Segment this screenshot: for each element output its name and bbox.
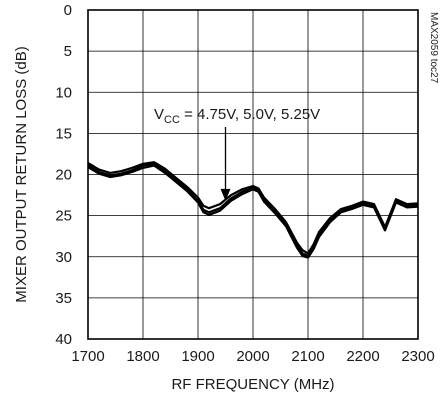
side-label: MAX2059 toc27	[428, 12, 439, 84]
y-tick-label: 15	[55, 125, 72, 142]
x-tick-label: 2200	[346, 348, 379, 365]
vcc-annotation-text: = 4.75V, 5.0V, 5.25V	[180, 106, 320, 123]
y-tick-label: 10	[55, 84, 72, 101]
y-tick-label: 35	[55, 290, 72, 307]
grid-lines	[87, 9, 419, 340]
series-line-1	[87, 161, 419, 255]
y-tick-label: 40	[55, 331, 72, 348]
y-tick-label: 20	[55, 167, 72, 184]
y-tick-label: 30	[55, 249, 72, 266]
x-axis-label: RF FREQUENCY (MHz)	[171, 376, 334, 393]
vcc-annotation: VCC = 4.75V, 5.0V, 5.25V	[154, 106, 320, 126]
x-tick-label: 1700	[71, 348, 104, 365]
y-tick-label: 25	[55, 208, 72, 225]
series-line-2	[87, 162, 419, 257]
x-tick-label: 2100	[291, 348, 324, 365]
y-tick-label: 0	[64, 2, 72, 19]
x-tick-labels: 1700 1800 1900 2000 2100 2200 2300	[71, 348, 434, 365]
x-tick-label: 1800	[126, 348, 159, 365]
x-tick-label: 2000	[236, 348, 269, 365]
annotation-arrow-head	[220, 188, 231, 201]
y-tick-label: 5	[64, 43, 72, 60]
vcc-annotation-prefix: V	[154, 106, 164, 123]
x-tick-label: 2300	[401, 348, 434, 365]
series-line-3	[87, 164, 419, 259]
y-axis-label: MIXER OUTPUT RETURN LOSS (dB)	[13, 46, 30, 302]
y-tick-labels: 0 5 10 15 20 25 30 35 40	[55, 2, 72, 348]
plot-frame	[87, 9, 419, 340]
series-group	[87, 161, 419, 259]
x-tick-label: 1900	[181, 348, 214, 365]
vcc-annotation-subscript: CC	[164, 114, 180, 126]
